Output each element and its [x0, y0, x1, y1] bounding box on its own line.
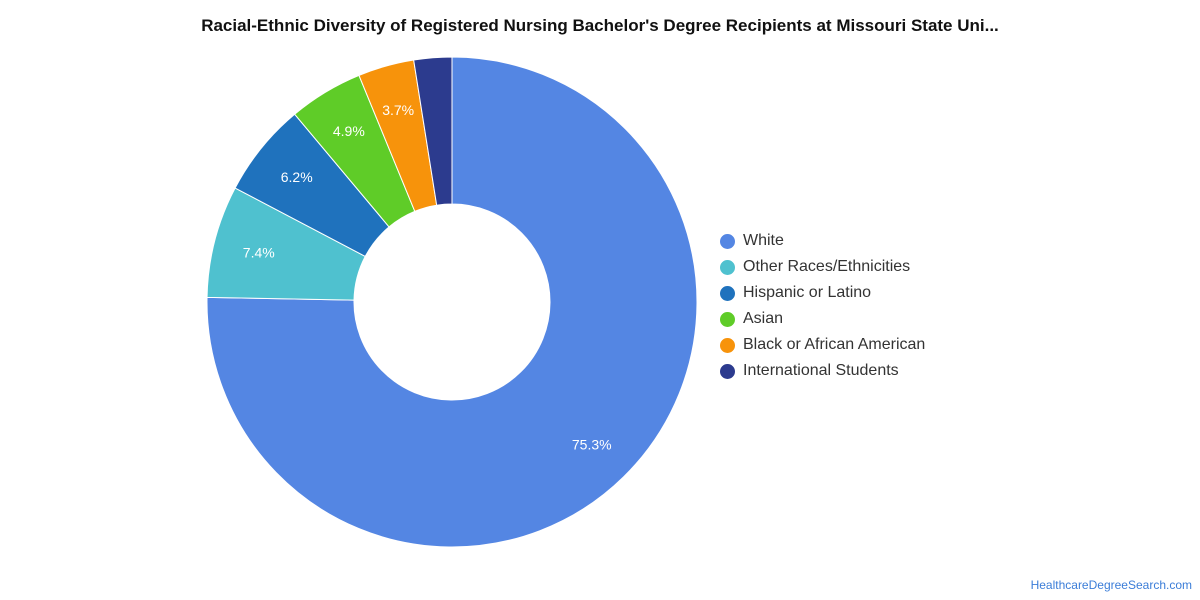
- legend-label: International Students: [743, 362, 899, 379]
- legend-item[interactable]: White: [720, 228, 925, 254]
- legend-item[interactable]: Black or African American: [720, 332, 925, 358]
- legend-swatch-icon: [720, 337, 735, 353]
- slice-value-label: 3.7%: [382, 102, 414, 118]
- legend-label: Hispanic or Latino: [743, 284, 872, 301]
- legend-item[interactable]: Hispanic or Latino: [720, 280, 925, 306]
- site-credit-link[interactable]: HealthcareDegreeSearch.com: [1030, 578, 1192, 592]
- pie-slice-international-students: [413, 56, 453, 206]
- legend-label: Black or African American: [743, 336, 926, 353]
- pie-slice-white: [206, 56, 698, 548]
- legend-item[interactable]: International Students: [720, 358, 925, 384]
- legend-swatch-icon: [720, 285, 735, 301]
- legend-label: Asian: [743, 310, 784, 327]
- chart-legend: White Other Races/Ethnicities Hispanic or …: [720, 228, 925, 384]
- legend-item[interactable]: Other Races/Ethnicities: [720, 254, 925, 280]
- slice-value-label: 6.2%: [281, 169, 313, 185]
- legend-label: White: [743, 232, 784, 249]
- slice-value-label: 7.4%: [243, 244, 275, 260]
- legend-swatch-icon: [720, 311, 735, 327]
- slice-value-label: 4.9%: [333, 123, 365, 139]
- chart-title: Racial-Ethnic Diversity of Registered Nu…: [201, 16, 999, 35]
- legend-swatch-icon: [720, 363, 735, 379]
- slice-value-label: 75.3%: [572, 436, 612, 452]
- legend-label: Other Races/Ethnicities: [743, 258, 911, 275]
- legend-item[interactable]: Asian: [720, 306, 925, 332]
- legend-swatch-icon: [720, 233, 735, 249]
- legend-swatch-icon: [720, 259, 735, 275]
